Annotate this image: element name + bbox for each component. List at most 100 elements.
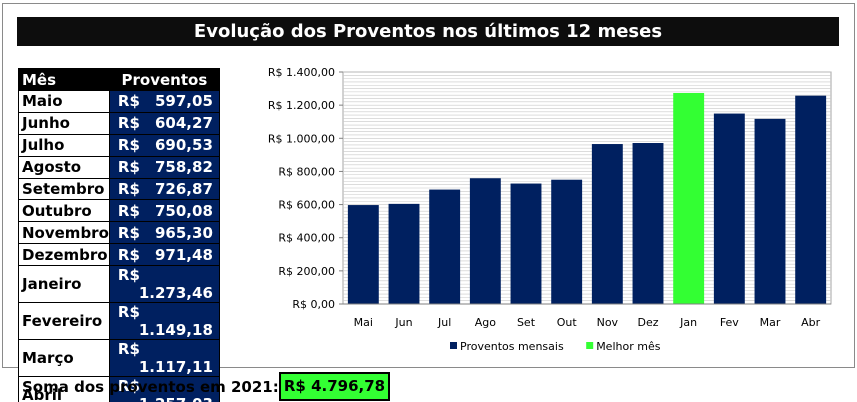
value-cell: R$1.257,03 bbox=[108, 376, 220, 402]
value-amount: 690,53 bbox=[155, 136, 213, 155]
month-cell: Agosto bbox=[18, 155, 110, 179]
legend-swatch bbox=[586, 342, 594, 349]
month-cell: Abril bbox=[18, 376, 110, 402]
summary-label: Soma dos proventos em 2021: bbox=[22, 378, 279, 396]
month-cell: Fevereiro bbox=[18, 302, 110, 341]
value-cell: R$ 690,53 bbox=[108, 133, 220, 157]
currency-symbol: R$ bbox=[117, 245, 140, 264]
value-amount: 604,27 bbox=[155, 114, 213, 133]
legend-swatch bbox=[450, 342, 457, 349]
summary-value: R$ 4.796,78 bbox=[279, 372, 390, 401]
x-tick-label: Jun bbox=[394, 316, 412, 329]
x-tick-label: Dez bbox=[637, 316, 658, 329]
value-cell: R$ 750,08 bbox=[108, 199, 220, 223]
x-tick-label: Nov bbox=[597, 316, 619, 329]
table-row: Janeiro R$ 1.273,46 bbox=[18, 265, 220, 304]
currency-symbol: R$ bbox=[117, 266, 140, 285]
value-amount: 1.149,18 bbox=[138, 321, 213, 340]
bar-fev bbox=[713, 113, 745, 304]
table-row: Agosto R$ 758,82 bbox=[18, 155, 220, 179]
value-amount: 758,82 bbox=[155, 158, 213, 177]
legend-entry: Melhor mês bbox=[596, 340, 661, 353]
x-tick-label: Abr bbox=[801, 316, 821, 329]
value-cell: R$ 726,87 bbox=[108, 177, 220, 201]
table-row: Outubro R$ 750,08 bbox=[18, 199, 220, 223]
x-tick-label: Out bbox=[557, 316, 578, 329]
y-tick-label: R$ 600,00 bbox=[278, 199, 335, 212]
value-amount: 750,08 bbox=[155, 201, 213, 220]
value-amount: 1.257,03 bbox=[139, 395, 213, 402]
currency-symbol: R$ bbox=[117, 136, 140, 155]
value-cell: R$ 758,82 bbox=[108, 155, 220, 179]
value-cell: R$ 597,05 bbox=[108, 90, 220, 113]
month-cell: Outubro bbox=[18, 199, 110, 223]
bar-jul bbox=[429, 189, 461, 304]
legend-entry: Proventos mensais bbox=[460, 340, 564, 353]
value-cell: R$ 965,30 bbox=[108, 221, 220, 245]
table-body: Maio R$ 597,05 Junho R$ 604,27 Julho R$ 690,53 Ag… bbox=[18, 90, 220, 402]
x-tick-label: Fev bbox=[720, 316, 739, 329]
currency-symbol: R$ bbox=[117, 201, 140, 220]
bar-nov bbox=[591, 144, 623, 304]
table-row: Setembro R$ 726,87 bbox=[18, 177, 220, 201]
currency-symbol: R$ bbox=[117, 114, 140, 133]
currency-symbol: R$ bbox=[117, 92, 140, 111]
x-tick-label: Mar bbox=[760, 316, 781, 329]
header-month: Mês bbox=[18, 68, 110, 91]
month-cell: Maio bbox=[18, 90, 110, 113]
table-row: Maio R$ 597,05 bbox=[18, 90, 220, 113]
x-tick-label: Mai bbox=[354, 316, 373, 329]
bar-set bbox=[510, 183, 542, 304]
x-tick-label: Ago bbox=[475, 316, 497, 329]
bar-jun bbox=[388, 203, 420, 304]
table-row: Novembro R$ 965,30 bbox=[18, 221, 220, 245]
bar-dez bbox=[632, 143, 664, 304]
currency-symbol: R$ bbox=[117, 180, 140, 198]
table-row: Março R$ 1.117,11 bbox=[18, 339, 220, 378]
month-cell: Junho bbox=[18, 111, 110, 135]
x-tick-label: Jan bbox=[679, 316, 697, 329]
month-cell: Março bbox=[18, 339, 110, 378]
bar-abr bbox=[795, 95, 827, 304]
page-title: Evolução dos Proventos nos últimos 12 me… bbox=[17, 17, 839, 46]
bar-chart: R$ 0,00 R$ 200,00 R$ 400,00 R$ 600,00 R$ 800… bbox=[268, 66, 832, 353]
month-cell: Novembro bbox=[18, 221, 110, 245]
value-cell: R$ 604,27 bbox=[108, 111, 220, 135]
y-tick-label: R$ 1.200,00 bbox=[268, 99, 335, 112]
y-tick-label: R$ 1.400,00 bbox=[268, 66, 335, 79]
table-row: Junho R$ 604,27 bbox=[18, 111, 220, 135]
currency-symbol: R$ bbox=[117, 340, 140, 359]
proventos-table: Mês Proventos Maio R$ 597,05 Junho R$ 604,27 J… bbox=[18, 68, 220, 402]
currency-symbol: R$ bbox=[117, 377, 140, 396]
y-tick-label: R$ 0,00 bbox=[292, 298, 335, 311]
month-cell: Julho bbox=[18, 133, 110, 157]
table-row: Dezembro R$ 971,48 bbox=[18, 243, 220, 267]
header-value: Proventos bbox=[108, 68, 220, 91]
value-amount: 1.273,46 bbox=[138, 284, 213, 303]
value-amount: 971,48 bbox=[155, 245, 213, 264]
bar-out bbox=[551, 179, 583, 304]
value-amount: 1.117,11 bbox=[138, 358, 213, 377]
value-cell: R$ 1.149,18 bbox=[108, 302, 220, 341]
currency-symbol: R$ bbox=[117, 158, 140, 177]
bar-mar bbox=[754, 118, 786, 305]
x-tick-label: Jul bbox=[437, 316, 451, 329]
month-cell: Dezembro bbox=[18, 243, 110, 267]
value-amount: 965,30 bbox=[155, 223, 213, 242]
value-cell: R$ 1.117,11 bbox=[108, 339, 220, 378]
y-tick-label: R$ 800,00 bbox=[278, 165, 335, 178]
value-amount: 726,87 bbox=[155, 180, 213, 198]
value-cell: R$ 1.273,46 bbox=[108, 265, 220, 304]
month-cell: Setembro bbox=[18, 177, 110, 201]
value-cell: R$ 971,48 bbox=[108, 243, 220, 267]
y-tick-label: R$ 1.000,00 bbox=[268, 132, 335, 145]
x-tick-label: Set bbox=[517, 316, 536, 329]
value-amount: 597,05 bbox=[155, 92, 213, 111]
table-row: Julho R$ 690,53 bbox=[18, 133, 220, 157]
currency-symbol: R$ bbox=[117, 303, 140, 322]
table-row: Fevereiro R$ 1.149,18 bbox=[18, 302, 220, 341]
y-tick-label: R$ 400,00 bbox=[278, 232, 335, 245]
y-tick-label: R$ 200,00 bbox=[278, 265, 335, 278]
month-cell: Janeiro bbox=[18, 265, 110, 304]
